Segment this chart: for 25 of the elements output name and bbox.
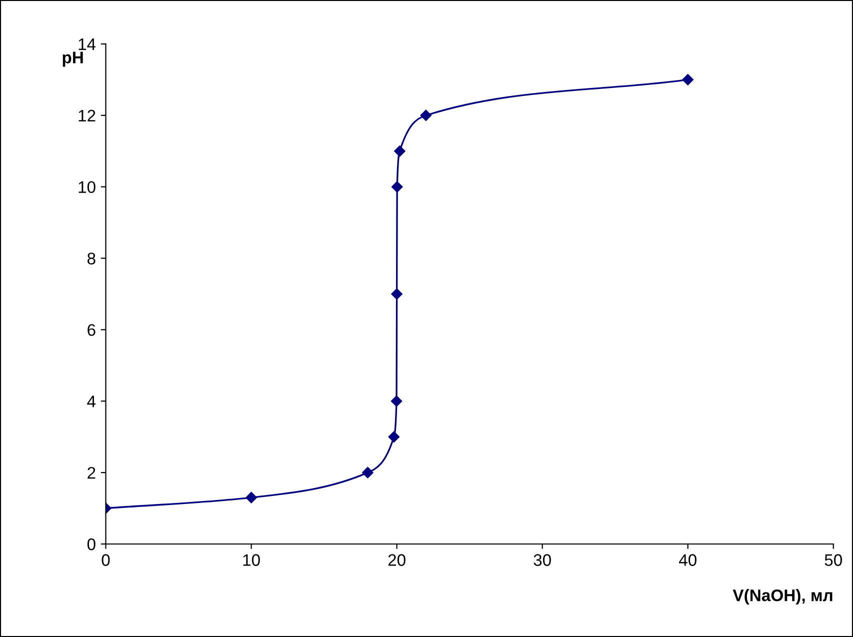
x-tick-label: 50: [824, 554, 842, 566]
x-tick-label: 30: [534, 554, 551, 566]
y-axis-title: pH: [62, 52, 83, 67]
point: [392, 181, 403, 192]
x-axis-title: V(NaOH), мл: [732, 589, 832, 605]
x-tick-label: 20: [388, 554, 406, 566]
point: [391, 288, 402, 300]
point: [390, 396, 402, 407]
x-tick-label: 10: [243, 554, 260, 566]
point: [394, 146, 406, 157]
point: [388, 431, 400, 442]
point: [362, 466, 374, 478]
y-tick-label: 2: [88, 466, 96, 479]
point: [420, 110, 432, 121]
y-tick-label: 14: [78, 38, 96, 50]
y-tick-label: 4: [87, 396, 96, 408]
y-tick-label: 6: [88, 324, 96, 336]
x-tick-label: 40: [678, 554, 696, 566]
y-tick-label: 10: [78, 181, 96, 194]
y-tick-label: 8: [88, 252, 96, 264]
y-tick-label: 0: [87, 538, 96, 550]
point: [682, 74, 694, 86]
y-tick-label: 12: [78, 110, 96, 122]
x-tick-label: 0: [102, 554, 110, 566]
point: [246, 492, 257, 504]
